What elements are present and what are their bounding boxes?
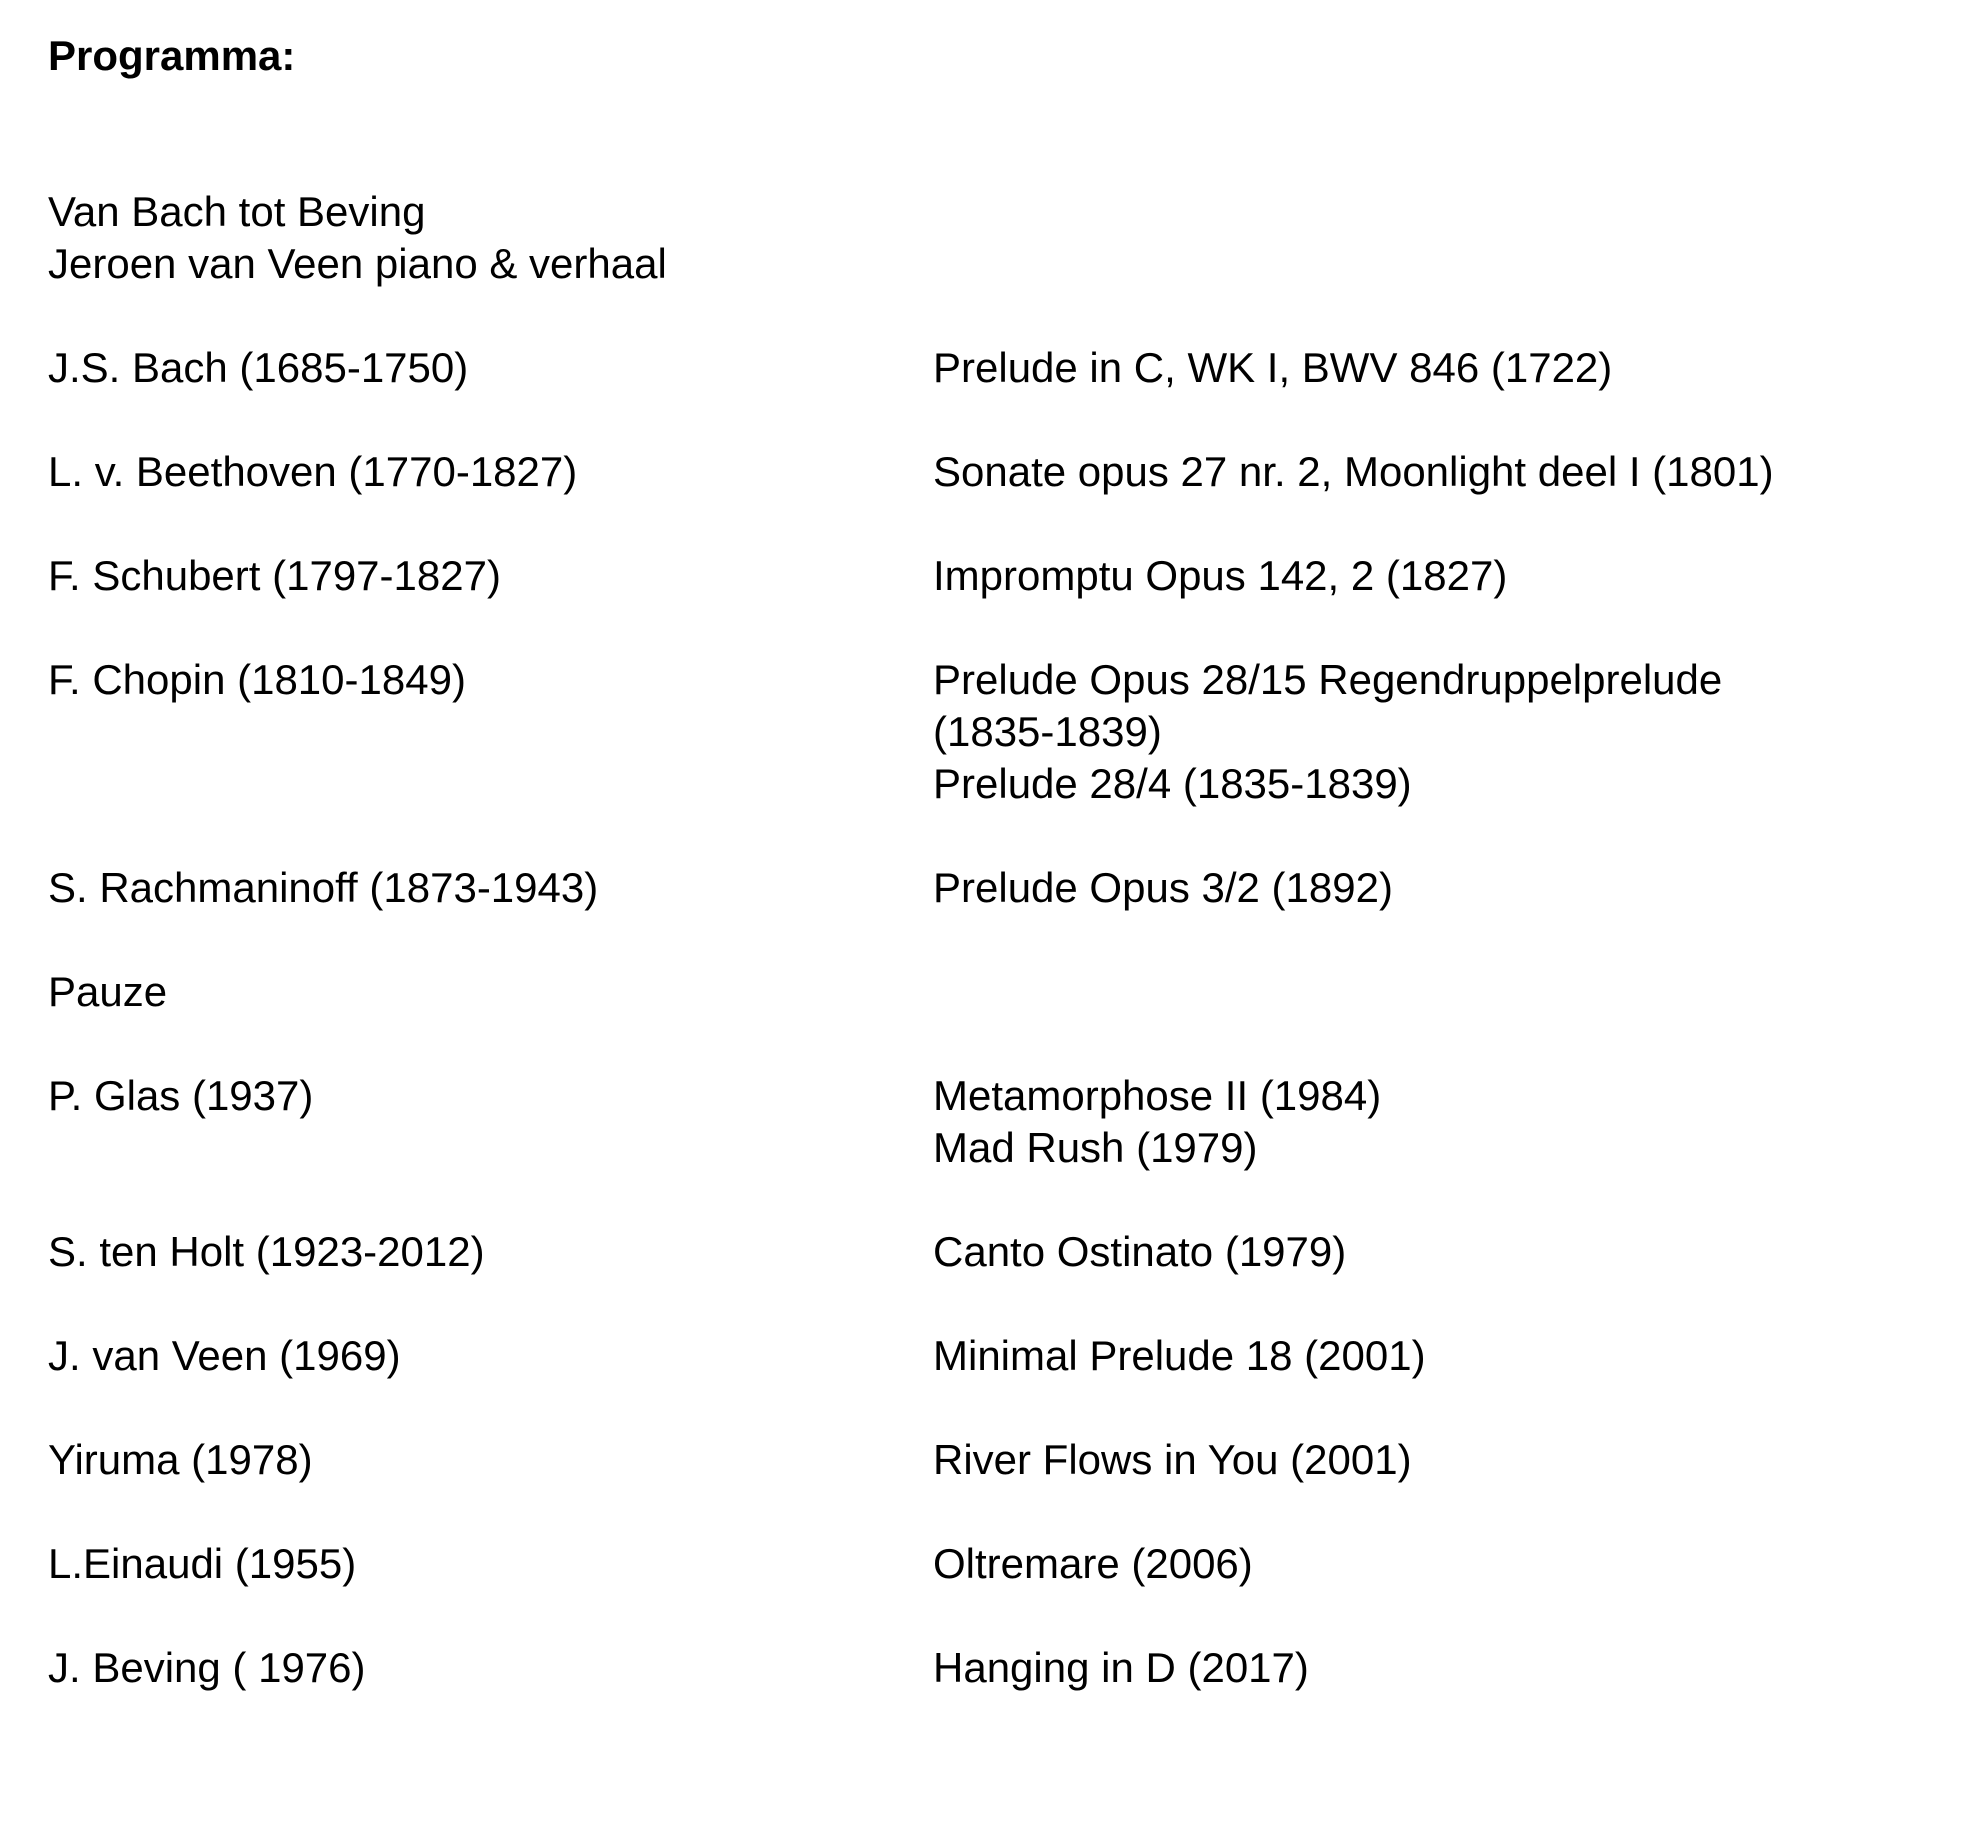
piece-title: Canto Ostinato (1979) bbox=[933, 1228, 1347, 1275]
piece-list: Canto Ostinato (1979) bbox=[933, 1226, 1932, 1278]
program-entry: J. Beving ( 1976) Hanging in D (2017) bbox=[48, 1642, 1932, 1694]
piece-title: (1835-1839) bbox=[933, 708, 1162, 755]
subtitle-block: Van Bach tot Beving Jeroen van Veen pian… bbox=[48, 186, 1932, 290]
piece-title: River Flows in You (2001) bbox=[933, 1436, 1412, 1483]
composer-name: L.Einaudi (1955) bbox=[48, 1540, 357, 1587]
piece-title: Prelude Opus 3/2 (1892) bbox=[933, 864, 1393, 911]
composer-name: J. van Veen (1969) bbox=[48, 1332, 401, 1379]
composer-name: S. Rachmaninoff (1873-1943) bbox=[48, 864, 599, 911]
program-entry: Yiruma (1978) River Flows in You (2001) bbox=[48, 1434, 1932, 1486]
piece-list: Impromptu Opus 142, 2 (1827) bbox=[933, 550, 1932, 602]
composer-name: S. ten Holt (1923-2012) bbox=[48, 1228, 485, 1275]
piece-list: Sonate opus 27 nr. 2, Moonlight deel I (… bbox=[933, 446, 1932, 498]
program-entry: S. ten Holt (1923-2012) Canto Ostinato (… bbox=[48, 1226, 1932, 1278]
composer-name: L. v. Beethoven (1770-1827) bbox=[48, 448, 578, 495]
intermission-row: Pauze bbox=[48, 966, 1932, 1018]
piece-title: Prelude Opus 28/15 Regendruppelprelude bbox=[933, 656, 1723, 703]
piece-title: Hanging in D (2017) bbox=[933, 1644, 1309, 1691]
piece-list: River Flows in You (2001) bbox=[933, 1434, 1932, 1486]
piece-title: Impromptu Opus 142, 2 (1827) bbox=[933, 552, 1508, 599]
piece-title: Sonate opus 27 nr. 2, Moonlight deel I (… bbox=[933, 448, 1774, 495]
composer-name: J.S. Bach (1685-1750) bbox=[48, 344, 469, 391]
piece-list: Prelude in C, WK I, BWV 846 (1722) bbox=[933, 342, 1932, 394]
program-entry: F. Chopin (1810-1849) Prelude Opus 28/15… bbox=[48, 654, 1932, 810]
piece-title: Prelude 28/4 (1835-1839) bbox=[933, 760, 1412, 807]
piece-list: Minimal Prelude 18 (2001) bbox=[933, 1330, 1932, 1382]
piece-list: Prelude Opus 3/2 (1892) bbox=[933, 862, 1932, 914]
program-entry: F. Schubert (1797-1827) Impromptu Opus 1… bbox=[48, 550, 1932, 602]
performer-line: Jeroen van Veen piano & verhaal bbox=[48, 240, 667, 287]
program-entry: J.S. Bach (1685-1750) Prelude in C, WK I… bbox=[48, 342, 1932, 394]
program-entry: J. van Veen (1969) Minimal Prelude 18 (2… bbox=[48, 1330, 1932, 1382]
composer-name: P. Glas (1937) bbox=[48, 1072, 314, 1119]
piece-title: Oltremare (2006) bbox=[933, 1540, 1253, 1587]
intermission-label: Pauze bbox=[48, 968, 168, 1015]
piece-title: Prelude in C, WK I, BWV 846 (1722) bbox=[933, 344, 1613, 391]
piece-title: Minimal Prelude 18 (2001) bbox=[933, 1332, 1426, 1379]
page-title: Programma: bbox=[48, 32, 296, 79]
piece-title: Metamorphose II (1984) bbox=[933, 1072, 1382, 1119]
composer-name: F. Chopin (1810-1849) bbox=[48, 656, 466, 703]
composer-name: Yiruma (1978) bbox=[48, 1436, 313, 1483]
program-subtitle: Van Bach tot Beving bbox=[48, 188, 426, 235]
piece-title: Mad Rush (1979) bbox=[933, 1124, 1258, 1171]
composer-name: F. Schubert (1797-1827) bbox=[48, 552, 501, 599]
program-entry: P. Glas (1937) Metamorphose II (1984) Ma… bbox=[48, 1070, 1932, 1174]
composer-name: J. Beving ( 1976) bbox=[48, 1644, 366, 1691]
piece-list: Metamorphose II (1984) Mad Rush (1979) bbox=[933, 1070, 1932, 1174]
program-entry: L.Einaudi (1955) Oltremare (2006) bbox=[48, 1538, 1932, 1590]
program-entry: L. v. Beethoven (1770-1827) Sonate opus … bbox=[48, 446, 1932, 498]
program-entry: S. Rachmaninoff (1873-1943) Prelude Opus… bbox=[48, 862, 1932, 914]
piece-list: Oltremare (2006) bbox=[933, 1538, 1932, 1590]
piece-list: Hanging in D (2017) bbox=[933, 1642, 1932, 1694]
piece-list: Prelude Opus 28/15 Regendruppelprelude (… bbox=[933, 654, 1932, 810]
